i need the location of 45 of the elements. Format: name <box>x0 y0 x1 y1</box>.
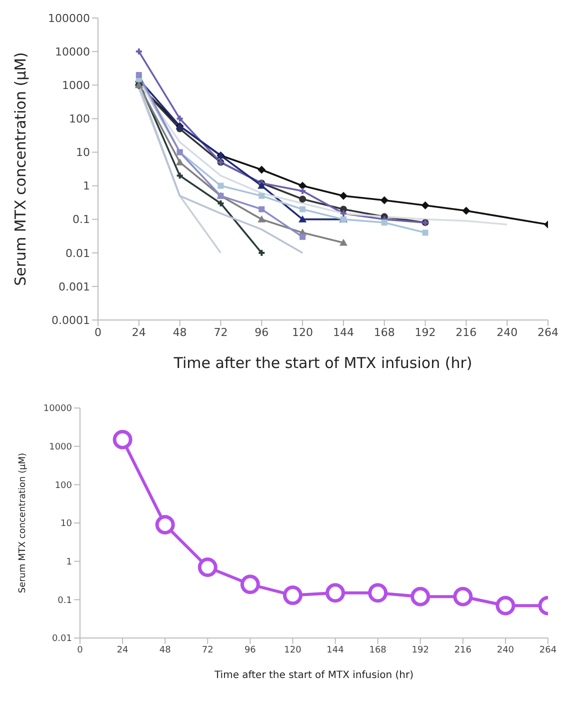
y-tick-label: 100 <box>69 112 90 126</box>
x-tick-label: 240 <box>496 645 514 656</box>
y-tick-label: 1 <box>66 558 72 568</box>
x-tick-label: 0 <box>94 326 102 339</box>
x-tick-label: 240 <box>496 326 518 339</box>
y-tick-label: 1000 <box>62 79 90 92</box>
y-tick-label: 10000 <box>43 404 72 414</box>
x-tick-label: 72 <box>202 645 214 656</box>
y-tick-label: 100000 <box>48 12 90 25</box>
x-tick-label: 216 <box>454 645 472 656</box>
x-tick-label: 48 <box>172 326 187 339</box>
y-tick-label: 0.01 <box>66 246 90 260</box>
x-tick-label: 24 <box>132 326 146 339</box>
x-axis-title: Time after the start of MTX infusion (hr) <box>214 670 414 681</box>
y-tick-label: 0.0001 <box>52 314 90 327</box>
x-tick-label: 96 <box>254 326 269 339</box>
x-tick-label: 144 <box>326 645 344 656</box>
x-tick-label: 96 <box>244 645 256 656</box>
x-tick-label: 192 <box>412 645 429 656</box>
x-tick-label: 0 <box>77 645 84 656</box>
x-tick-label: 264 <box>539 645 557 656</box>
x-tick-label: 72 <box>214 326 228 339</box>
y-tick-label: 0.1 <box>58 596 72 606</box>
y-tick-label: 1 <box>83 180 90 193</box>
x-tick-label: 120 <box>292 326 314 339</box>
y-tick-label: 10 <box>76 146 90 160</box>
y-axis-title: Serum MTX concentration (μM) <box>18 452 28 594</box>
x-tick-label: 24 <box>116 645 129 656</box>
x-tick-label: 168 <box>369 645 387 656</box>
y-tick-label: 0.01 <box>52 634 72 644</box>
x-tick-label: 168 <box>374 326 395 339</box>
y-tick-label: 0.001 <box>58 280 90 294</box>
x-tick-label: 120 <box>284 645 302 656</box>
y-tick-label: 10 <box>60 519 72 530</box>
x-tick-label: 264 <box>538 326 558 339</box>
y-axis-title: Serum MTX concentration (μM) <box>11 52 30 286</box>
x-axis-title: Time after the start of MTX infusion (hr) <box>172 354 472 372</box>
y-tick-label: 100 <box>54 480 72 491</box>
x-tick-label: 48 <box>159 645 172 656</box>
x-tick-label: 216 <box>456 326 477 339</box>
x-tick-label: 192 <box>414 326 436 339</box>
y-tick-label: 1000 <box>49 442 72 453</box>
y-tick-label: 0.1 <box>72 213 90 226</box>
y-tick-label: 10000 <box>55 45 90 58</box>
x-tick-label: 144 <box>332 326 354 339</box>
